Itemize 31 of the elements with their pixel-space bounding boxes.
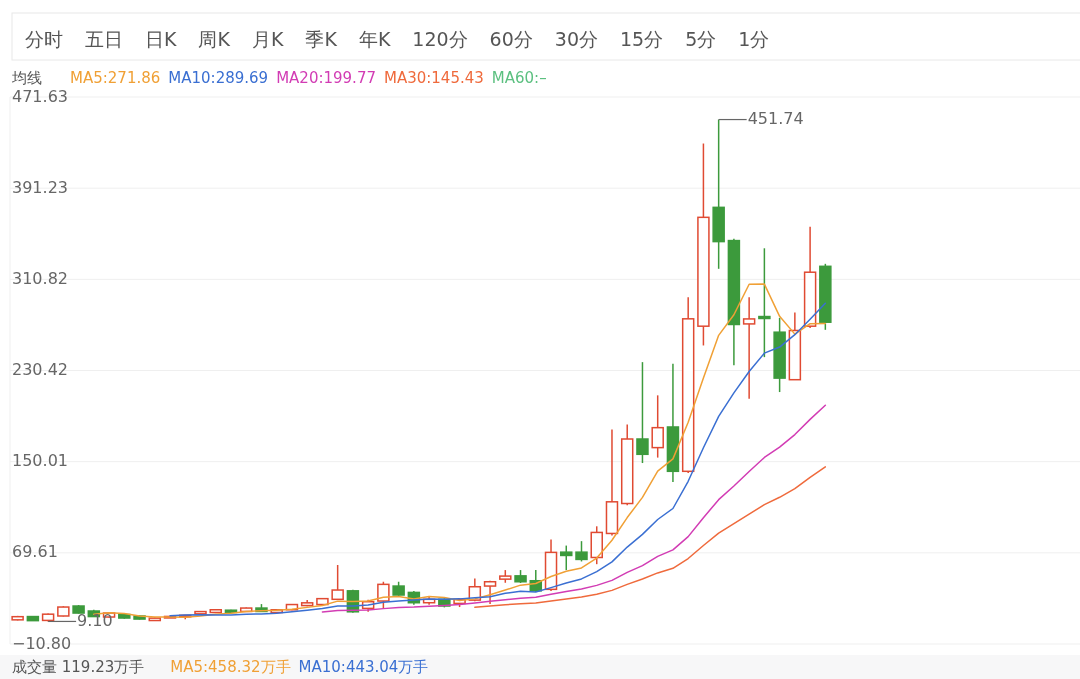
y-tick-label: 391.23	[12, 177, 68, 197]
text: 成交量 119.23万手	[12, 658, 145, 676]
legend-label: MA60:–	[491, 69, 547, 87]
annotation: 9.10	[77, 610, 113, 630]
text: 15分	[619, 28, 664, 50]
y-tick-label: 150.01	[12, 451, 68, 471]
text: MA5:458.32万手	[170, 658, 291, 676]
text: 分时	[25, 28, 63, 50]
text: MA5:271.86	[70, 69, 161, 87]
text: 五日	[85, 28, 123, 50]
y-tick-label: −10.80	[12, 633, 72, 653]
text: 周K	[198, 28, 231, 50]
y-tick-label: 69.61	[12, 542, 58, 562]
text: MA30:145.43	[383, 69, 484, 87]
text: 月K	[251, 28, 284, 50]
text: 1分	[738, 28, 770, 50]
y-tick-label: 471.63	[12, 86, 68, 106]
y-tick-label: 230.42	[12, 359, 68, 379]
annotation: 451.74	[747, 109, 804, 129]
legend-title: 均线	[11, 69, 42, 87]
text: 年K	[358, 28, 391, 50]
text: MA20:199.77	[276, 69, 376, 87]
text: 5分	[685, 28, 717, 50]
text: MA10:443.04万手	[298, 658, 429, 676]
text: 120分	[412, 28, 468, 50]
text: 30分	[554, 28, 598, 50]
text: 日K	[145, 28, 177, 50]
text: MA10:289.69	[168, 69, 269, 87]
text: 季K	[305, 28, 338, 50]
y-tick-label: 310.82	[12, 268, 68, 288]
text: 60分	[489, 28, 533, 50]
